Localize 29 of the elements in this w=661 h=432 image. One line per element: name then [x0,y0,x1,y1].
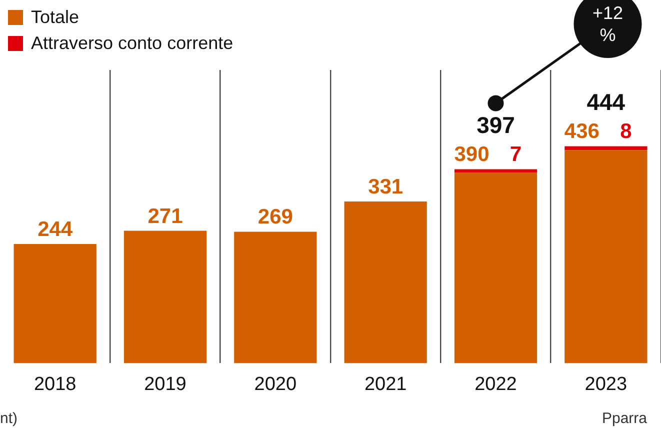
data-label: 390 [454,143,490,166]
total-label: 444 [586,89,626,116]
data-label: 8 [620,120,632,144]
bar [344,201,427,364]
data-label: 269 [258,206,293,229]
x-tick-label: 2021 [364,374,407,395]
bar [234,232,317,364]
legend-label: Totale [31,6,80,28]
bar [14,244,96,364]
text: +12 % [592,3,624,45]
bar [454,169,538,173]
text: Pparra [602,410,647,427]
data-label: 244 [38,218,73,241]
bar [564,150,648,364]
data-label: 7 [510,143,522,166]
total-label: 397 [476,112,515,138]
legend-label: Attraverso conto corrente [31,32,234,54]
data-label: 436 [564,120,600,144]
x-tick-label: 2019 [144,374,186,395]
data-label: 331 [368,175,404,198]
x-tick-label: 2023 [584,374,628,395]
x-tick-label: 2018 [34,374,76,395]
bar [454,172,538,364]
x-tick-label: 2020 [254,374,297,395]
x-tick-label: 2022 [474,374,517,395]
bar [564,146,648,150]
text: nt) [0,410,18,427]
bar [124,230,207,364]
data-label: 271 [148,204,184,228]
